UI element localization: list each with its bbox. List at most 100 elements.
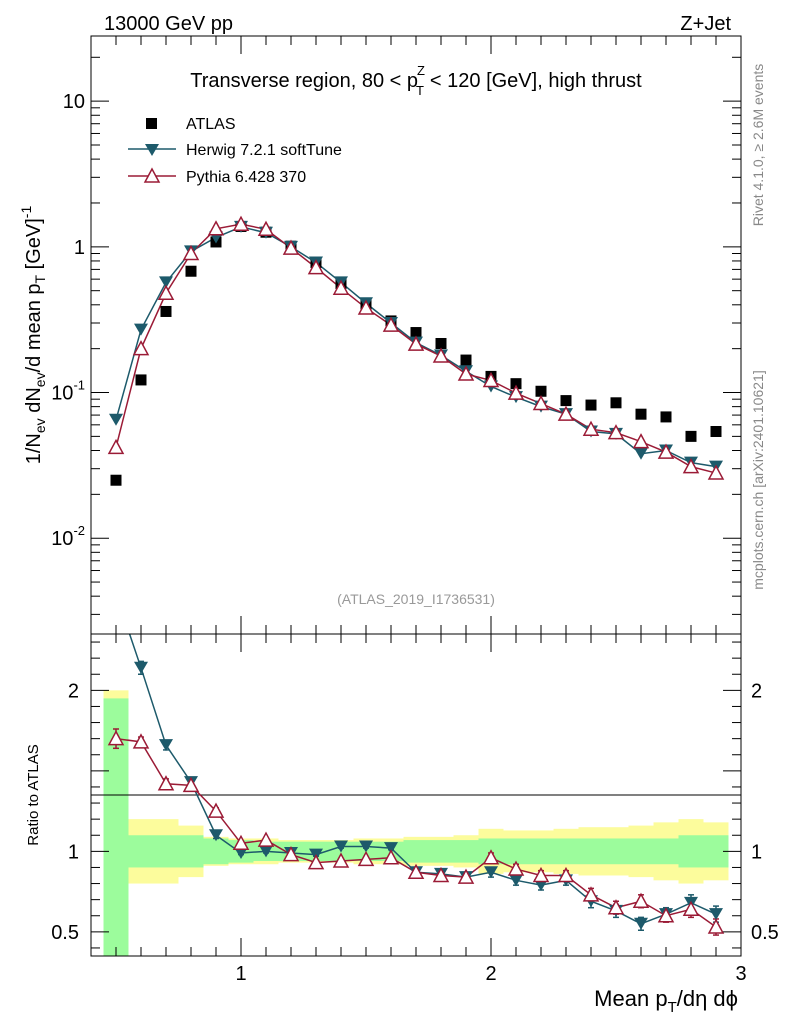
pythia-ratio-point (682, 900, 700, 917)
pythia-point (257, 220, 275, 237)
herwig-ratio-point (484, 866, 498, 879)
ratio-band-inner (453, 840, 479, 863)
atlas-point (160, 305, 172, 317)
ratio-y-tick-label-left: 2 (68, 680, 79, 702)
ratio-band-inner (653, 838, 679, 865)
pythia-point (507, 384, 525, 400)
ratio-band-inner (603, 838, 629, 865)
pythia-point (407, 335, 425, 351)
x-tick-label: 2 (485, 963, 496, 985)
pythia-ratio-point (282, 845, 300, 862)
herwig-ratio-point (709, 908, 723, 921)
herwig-ratio-point (209, 829, 223, 842)
herwig-ratio-point (634, 917, 648, 930)
pythia-point (332, 279, 350, 295)
ratio-band-inner (528, 838, 554, 865)
ratio-y-tick-label-right: 0.5 (751, 922, 779, 944)
ratio-band-inner (503, 838, 529, 865)
pythia-point (307, 259, 325, 275)
pythia-ratio-point (657, 907, 675, 923)
main-y-tick-label: 10-1 (51, 378, 85, 405)
pythia-ratio-point (107, 730, 125, 746)
ratio-band-inner (553, 838, 579, 865)
main-y-tick-label: 10 (63, 91, 85, 113)
pythia-ratio-point (632, 892, 650, 909)
legend-marker-pythia (143, 167, 161, 183)
herwig-ratio-point (109, 588, 123, 600)
ratio-y-tick-label-left: 1 (68, 841, 79, 863)
x-axis-label: Mean pT/dη dϕ (594, 986, 738, 1016)
atlas-point (435, 337, 447, 349)
herwig-point (109, 413, 123, 426)
pythia-point (182, 244, 200, 261)
pythia-point (632, 433, 650, 449)
ratio-y-tick-label-left: 0.5 (51, 922, 79, 944)
x-tick-label: 3 (735, 963, 746, 985)
x-tick-label: 1 (235, 963, 246, 985)
pythia-point (532, 394, 550, 411)
main-axis-ticks (90, 36, 742, 634)
herwig-point (134, 323, 148, 336)
analysis-watermark: (ATLAS_2019_I1736531) (337, 591, 495, 607)
herwig-ratio-point (359, 840, 373, 853)
pythia-point (357, 299, 375, 315)
pythia-ratio-point (307, 854, 325, 870)
pythia-point (482, 371, 500, 388)
atlas-point (610, 397, 622, 409)
main-data-layer (107, 215, 725, 486)
header-left: 13000 GeV pp (104, 13, 233, 35)
pythia-point (207, 220, 225, 236)
herwig-ratio-point (509, 874, 523, 887)
pythia-ratio-point (507, 860, 525, 876)
herwig-ratio-point (159, 739, 173, 752)
main-y-tick-label: 10-2 (51, 523, 85, 550)
ratio-y-tick-labels: 0.5 0.5 1 1 2 2 (51, 680, 779, 944)
ratio-band-inner (678, 835, 704, 868)
pythia-point (382, 316, 400, 332)
pythia-point (432, 347, 450, 363)
pythia-ratio-point (557, 866, 575, 883)
pythia-point (557, 405, 575, 421)
main-y-tick-labels: 10-2 10-1 1 10 (51, 91, 85, 550)
pythia-ratio-point (582, 886, 600, 902)
atlas-point (110, 474, 122, 486)
ratio-band-inner (128, 835, 154, 868)
pythia-ratio-point (257, 831, 275, 847)
legend-entry-herwig: Herwig 7.2.1 softTune (128, 142, 342, 159)
ratio-band-inner (628, 838, 654, 865)
herwig-ratio-point (384, 842, 398, 855)
atlas-point (460, 354, 472, 366)
ratio-band-inner (428, 840, 454, 863)
header-right: Z+Jet (680, 13, 731, 35)
atlas-point (710, 426, 722, 438)
pythia-ratio-point (157, 775, 175, 791)
ratio-band-inner (178, 835, 204, 868)
atlas-point (410, 327, 422, 339)
atlas-point (660, 411, 672, 423)
pythia-point (607, 424, 625, 440)
ratio-band-inner (203, 838, 229, 865)
atlas-point (560, 395, 572, 407)
pythia-point (582, 420, 600, 436)
ratio-series-group (107, 588, 725, 936)
pythia-point (232, 215, 250, 231)
ratio-band-inner (403, 840, 429, 863)
main-y-tick-label: 1 (74, 237, 85, 259)
pythia-point (457, 365, 475, 381)
ratio-band-inner (153, 835, 179, 868)
herwig-ratio-point (134, 661, 148, 674)
pythia-point (682, 458, 700, 474)
atlas-point (535, 385, 547, 397)
pythia-point (157, 284, 175, 301)
pythia-ratio-point (332, 852, 350, 868)
legend-marker-atlas (146, 118, 157, 129)
atlas-point (510, 378, 522, 390)
pythia-ratio-point (482, 849, 500, 865)
ratio-y-tick-label-right: 2 (751, 680, 762, 702)
legend-label-herwig: Herwig 7.2.1 softTune (186, 142, 342, 159)
legend-label-atlas: ATLAS (186, 116, 236, 133)
herwig-point (159, 276, 173, 289)
main-y-axis-label: 1/Nev dNev/d mean pT [GeV]-1 (18, 206, 48, 465)
herwig-ratio-point (259, 845, 273, 858)
